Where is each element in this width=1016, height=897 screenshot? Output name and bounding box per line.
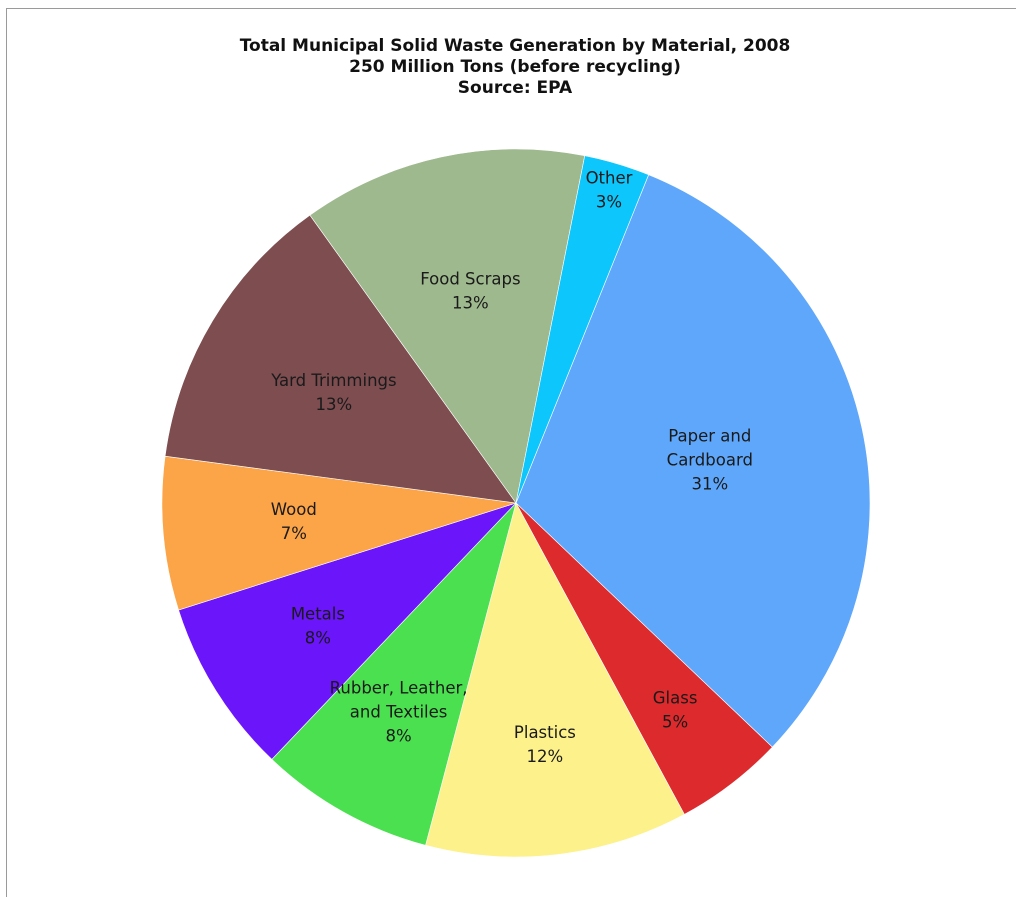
slice-category-label: Cardboard bbox=[667, 451, 753, 470]
slice-value-label: 3% bbox=[596, 192, 622, 211]
slice-value-label: 8% bbox=[305, 628, 331, 647]
slice-category-label: Plastics bbox=[514, 723, 576, 742]
chart-subtitle: 250 Million Tons (before recycling) bbox=[349, 57, 681, 77]
pie-slice bbox=[515, 155, 650, 504]
chart-title: Total Municipal Solid Waste Generation b… bbox=[239, 36, 791, 56]
pie-slice bbox=[161, 455, 517, 611]
pie-slice bbox=[309, 148, 586, 504]
frame-border-top bbox=[6, 8, 1016, 9]
slice-category-label: and Textiles bbox=[350, 703, 448, 722]
slice-value-label: 5% bbox=[662, 713, 688, 732]
frame-border-left bbox=[6, 8, 7, 897]
pie-slice bbox=[164, 214, 517, 504]
pie-slice bbox=[425, 502, 685, 858]
slice-category-label: Other bbox=[586, 168, 633, 187]
slice-category-label: Metals bbox=[291, 604, 345, 623]
slice-value-label: 12% bbox=[527, 747, 564, 766]
slice-category-label: Food Scraps bbox=[420, 269, 520, 288]
slice-value-label: 31% bbox=[691, 475, 728, 494]
slice-category-label: Glass bbox=[653, 689, 698, 708]
slice-category-label: Paper and bbox=[668, 427, 751, 446]
slice-value-label: 13% bbox=[452, 293, 489, 312]
slice-value-label: 7% bbox=[281, 524, 307, 543]
slice-category-label: Yard Trimmings bbox=[270, 371, 396, 390]
pie-slice bbox=[271, 502, 517, 846]
pie-slice bbox=[515, 174, 871, 748]
slice-category-label: Wood bbox=[271, 500, 317, 519]
chart-title-block: Total Municipal Solid Waste Generation b… bbox=[0, 36, 1016, 99]
chart-source: Source: EPA bbox=[457, 78, 573, 98]
slice-value-label: 13% bbox=[316, 395, 353, 414]
pie-labels: Paper and Cardboard 31% Glass 5% Plastics 12% R… bbox=[270, 168, 753, 766]
pie-slice bbox=[178, 502, 517, 760]
slice-category-label: Rubber, Leather, bbox=[330, 679, 468, 698]
pie-slices bbox=[161, 148, 871, 858]
slice-value-label: 8% bbox=[386, 727, 412, 746]
